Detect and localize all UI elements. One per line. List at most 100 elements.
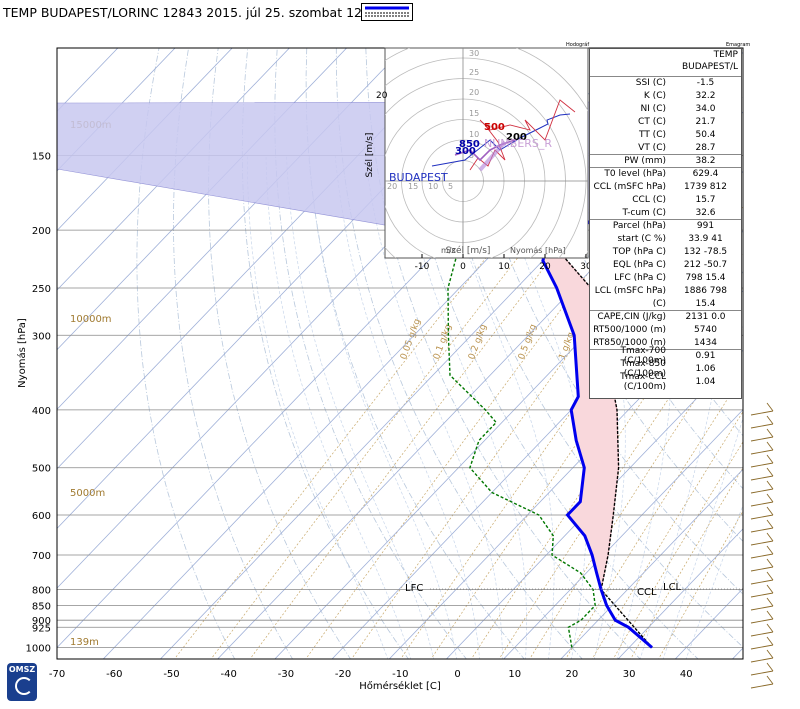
x-tick-label: -60 (106, 669, 122, 680)
title-bar: TEMP BUDAPEST/LORINC 12843 2015. júl 25.… (0, 0, 800, 24)
hodo-ring-label: 5 (448, 182, 453, 191)
param-label: K (C) (643, 91, 666, 101)
param-row: K (C) 32.2 (590, 90, 741, 103)
logo-text: OMSZ (8, 665, 36, 674)
param-row: PW (mm) 38.2 (590, 155, 741, 168)
wind-barb (750, 636, 774, 650)
param-label: SSI (C) (635, 78, 666, 88)
dry-adiabat (796, 23, 800, 660)
wind-barb (750, 493, 774, 507)
hodo-trace-thick (478, 140, 507, 172)
hodo-trace-blue (431, 113, 571, 167)
param-label: Tmax-CCL (C/100m) (620, 372, 666, 392)
param-value: 50.4 (695, 130, 716, 140)
wind-barb (750, 519, 774, 533)
param-label: LCL (mSFC hPa) (594, 286, 666, 296)
param-label: CCL (mSFC hPa) (593, 182, 666, 192)
param-value: 132 -78.5 (683, 247, 728, 257)
param-label: start (C %) (617, 234, 666, 244)
hodo-ring-label: 20 (469, 88, 479, 97)
x-tick-label: -50 (163, 669, 179, 680)
y-tick-label: 925 (32, 623, 51, 634)
param-value: 2131 0.0 (685, 312, 726, 322)
height-label: 139m (70, 637, 99, 648)
mixing-ratio-label: 0.05 g/kg (399, 318, 423, 361)
y-tick-label: 250 (32, 284, 51, 295)
param-row: TT (C) 50.4 (590, 129, 741, 142)
param-row: CCL (C) 15.7 (590, 194, 741, 207)
wind-barb (750, 467, 774, 481)
param-value: -1.5 (696, 78, 715, 88)
param-value: 1.06 (695, 364, 716, 374)
y-tick-label: 200 (32, 226, 51, 237)
param-value: 15.7 (695, 195, 716, 205)
param-row: CT (C) 21.7 (590, 116, 741, 129)
hodo-x-tick-label: 10 (498, 262, 510, 272)
param-label: NI (C) (640, 104, 666, 114)
param-label: Tmax-850 (C/100m) (620, 359, 666, 379)
y-tick-label: 850 (32, 601, 51, 612)
param-row: SSI (C) -1.5 (590, 77, 741, 90)
hodo-level-label: 300 (455, 146, 476, 157)
param-value: 32.6 (695, 208, 716, 218)
wind-barb (750, 623, 774, 637)
param-value: 34.0 (695, 104, 716, 114)
wind-barb (750, 506, 774, 520)
emagram-title: Emagram (726, 42, 751, 48)
mixing-ratio-label: 0.1 g/kg (432, 323, 454, 361)
wind-barb (750, 402, 774, 416)
hodo-marker-label: NUMBERS_R (484, 137, 552, 150)
param-value: 1.04 (695, 377, 716, 387)
param-row: NI (C) 34.0 (590, 103, 741, 116)
wind-barb (750, 675, 774, 689)
hodo-x-label: Szél [m/s] (446, 245, 491, 256)
hodo-unit-left: m/s (441, 246, 456, 255)
param-row: T-cum (C) 32.6 (590, 207, 741, 220)
y-tick-label: 800 (32, 586, 51, 597)
param-value: 38.2 (695, 156, 716, 166)
y-tick-label: 500 (32, 464, 51, 475)
param-row: LCL (mSFC hPa) 1886 798 (590, 285, 741, 298)
y-tick-label: 150 (32, 152, 51, 163)
wind-barb (750, 532, 774, 546)
x-tick-label: 40 (680, 669, 693, 680)
y-tick-label: 300 (32, 331, 51, 342)
isotherm (445, 349, 743, 659)
hodo-level-label: 500 (484, 122, 505, 133)
hodograph-panel: Szél [m/s]m/s Nyomás [hPa]302520151055101… (364, 47, 592, 272)
hodo-unit-right: Nyomás [hPa] (510, 246, 566, 255)
hodo-x-tick-label: 20 (539, 262, 551, 272)
param-row: start (C %) 33.9 41 (590, 233, 741, 246)
dry-adiabat (305, 48, 525, 659)
hodo-x-tick-label: 30 (580, 262, 592, 272)
param-row: TOP (hPa C) 132 -78.5 (590, 246, 741, 259)
hodo-ring-label: 25 (469, 68, 479, 77)
param-label: Parcel (hPa) (612, 221, 666, 231)
x-tick-label: -70 (49, 669, 65, 680)
hodo-ring-label: 10 (469, 130, 479, 139)
param-value: 28.7 (695, 143, 716, 153)
chart-title: TEMP BUDAPEST/LORINC 12843 2015. júl 25.… (3, 5, 383, 20)
height-label: 10000m (70, 314, 112, 325)
hodo-ring-label: 5 (469, 151, 474, 160)
param-value: 798 15.4 (685, 273, 726, 283)
param-row: LFC (hPa C) 798 15.4 (590, 272, 741, 285)
param-label: T-cum (C) (622, 208, 666, 218)
x-tick-label: 10 (508, 669, 521, 680)
wind-barb (750, 415, 774, 429)
param-row: Tmax-700 (C/100m) 0.91 (590, 346, 741, 366)
x-tick-label: -20 (335, 669, 351, 680)
param-value: 1434 (694, 338, 717, 348)
hodo-place-label: BUDAPEST (389, 171, 448, 184)
param-label: PW (mm) (624, 156, 666, 166)
parameter-table-header: TEMP BUDAPEST/L (590, 49, 741, 77)
param-label: Tmax-700 (C/100m) (620, 346, 666, 366)
param-header-line-1: TEMP (713, 50, 738, 60)
hodograph-title: Hodográf (566, 42, 590, 48)
param-value: 629.4 (692, 169, 719, 179)
param-value: 212 -50.7 (683, 260, 728, 270)
isotherm (560, 468, 743, 659)
param-value: 21.7 (695, 117, 716, 127)
param-row: Tmax-850 (C/100m) 1.06 (590, 359, 741, 379)
